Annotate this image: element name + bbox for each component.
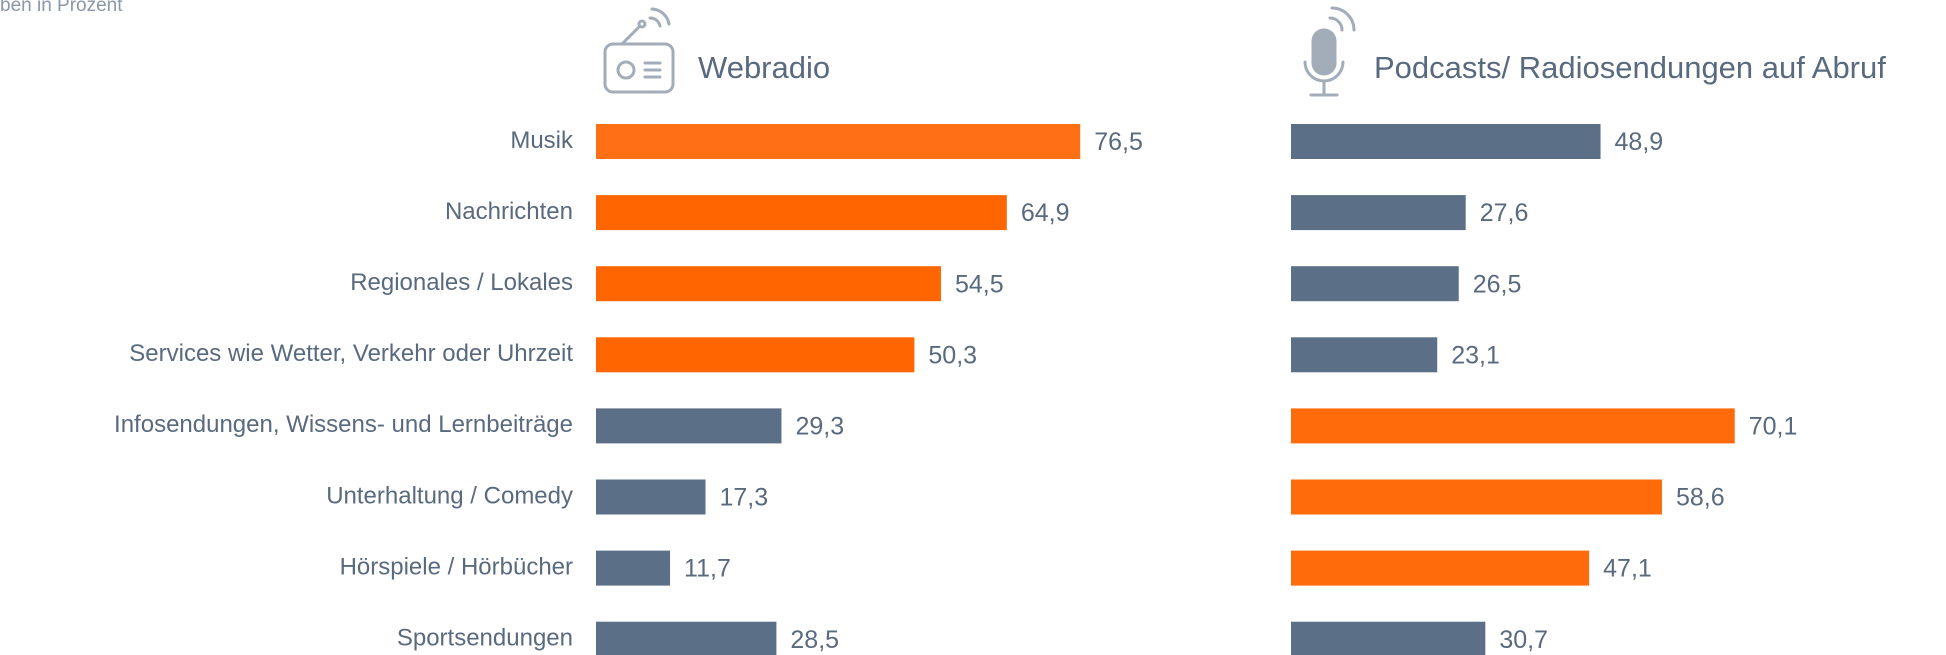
value-label: 29,3: [795, 413, 844, 441]
value-label: 50,3: [928, 341, 977, 369]
bar: [596, 124, 1081, 159]
chart-title: Webradio: [698, 50, 830, 85]
category-label: Hörspiele / Hörbücher: [340, 553, 573, 580]
category-label: Infosendungen, Wissens- und Lernbeiträge: [114, 411, 573, 438]
value-label: 64,9: [1021, 199, 1070, 227]
value-label: 17,3: [720, 484, 769, 512]
value-label: 76,5: [1094, 128, 1143, 156]
category-label: Nachrichten: [445, 198, 573, 225]
bar: [596, 337, 915, 373]
value-label: 28,5: [790, 626, 839, 654]
bar: [1291, 408, 1735, 444]
value-label: 54,5: [955, 270, 1004, 298]
value-label: 48,9: [1615, 128, 1664, 156]
category-label: Musik: [510, 127, 574, 154]
bar: [596, 550, 671, 586]
category-label: Sportsendungen: [397, 625, 573, 652]
bar: [1291, 550, 1590, 586]
bar: [1291, 479, 1662, 515]
bar: [596, 195, 1007, 231]
mic-icon: [1303, 6, 1356, 97]
bar: [596, 621, 777, 655]
bar: [1291, 195, 1466, 231]
value-label: 47,1: [1603, 555, 1652, 583]
value-label: 58,6: [1676, 484, 1725, 512]
value-label: 30,7: [1499, 626, 1548, 654]
bar: [596, 408, 782, 444]
value-label: 11,7: [684, 555, 731, 583]
category-label: Services wie Wetter, Verkehr oder Uhrzei…: [129, 340, 573, 367]
bar: [1291, 124, 1601, 159]
bar: [1291, 337, 1438, 373]
value-label: 70,1: [1749, 413, 1798, 441]
bar: [1291, 266, 1459, 302]
bar: [596, 479, 706, 515]
radio-icon: [603, 7, 675, 94]
value-label: 26,5: [1473, 270, 1522, 298]
value-label: 23,1: [1451, 341, 1500, 369]
chart-title: Podcasts/ Radiosendungen auf Abruf: [1374, 50, 1886, 85]
caption: ben in Prozent: [0, 0, 123, 16]
value-label: 27,6: [1480, 199, 1529, 227]
bar: [1291, 621, 1486, 655]
bar: [596, 266, 941, 302]
category-label: Regionales / Lokales: [350, 269, 573, 296]
category-label: Unterhaltung / Comedy: [326, 482, 573, 509]
